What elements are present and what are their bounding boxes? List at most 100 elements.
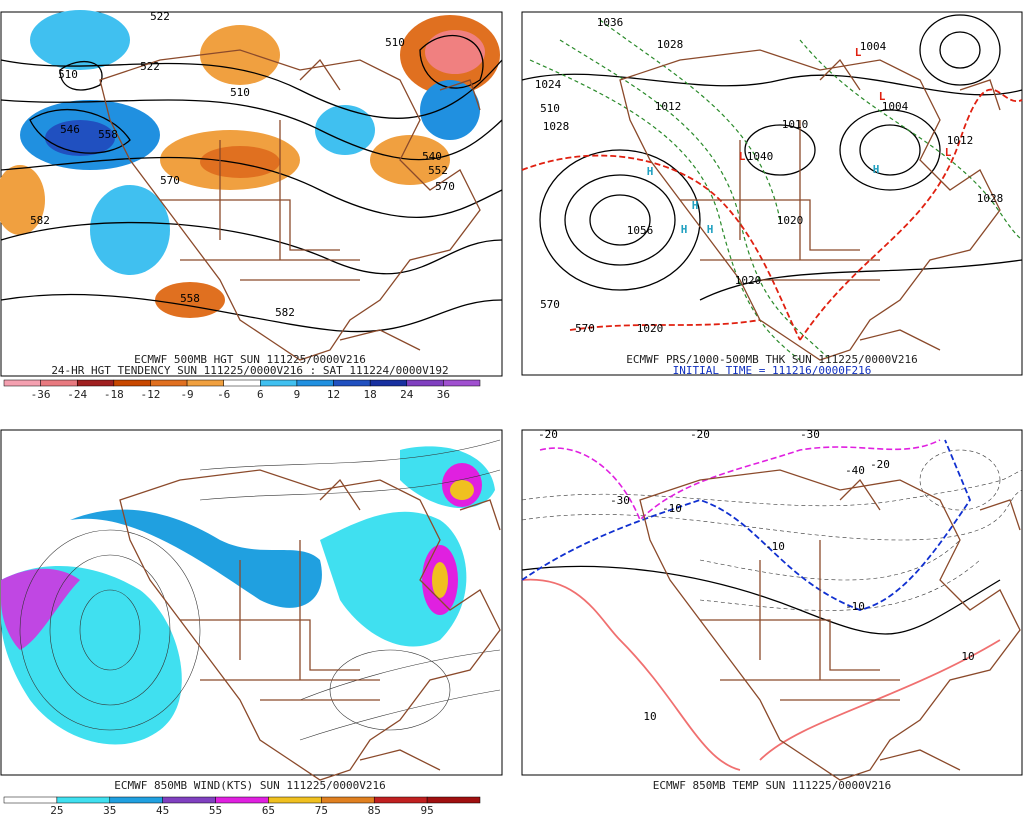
contour-label: 558 <box>98 128 118 141</box>
high-marker: H <box>873 163 880 176</box>
colorbar: 25 35 45 55 65 75 85 95 <box>3 796 481 817</box>
contour-label: 10 <box>643 710 656 723</box>
zero-line <box>521 565 1001 635</box>
colorbar-swatch <box>406 379 444 387</box>
colorbar-label: 9 <box>294 388 301 401</box>
shade <box>0 165 45 235</box>
shade <box>200 25 280 85</box>
contour-label: 510 <box>385 36 405 49</box>
colorbar-swatch <box>186 379 224 387</box>
contour-label: 570 <box>575 322 595 335</box>
colorbar-label: 55 <box>209 804 222 817</box>
shade <box>320 511 467 647</box>
contour-label: 582 <box>275 306 295 319</box>
shade <box>425 30 485 74</box>
colorbar-swatch <box>3 796 58 804</box>
high-marker: H <box>707 223 714 236</box>
colorbar-label: 6 <box>257 388 264 401</box>
shade <box>450 480 474 500</box>
high-marker: H <box>647 165 654 178</box>
contour-label: 510 <box>58 68 78 81</box>
colorbar-label: -18 <box>104 388 124 401</box>
colorbar-label: 95 <box>420 804 433 817</box>
contour-label: -20 <box>690 428 710 441</box>
contour-label: 546 <box>60 123 80 136</box>
contour-label: -20 <box>870 458 890 471</box>
colorbar-swatch <box>333 379 371 387</box>
panel-wind: ECMWF 850MB WIND(KTS) SUN 111225/0000V21… <box>0 429 503 817</box>
contour-label: 522 <box>140 60 160 73</box>
contour-label: -30 <box>800 428 820 441</box>
contour-label: 552 <box>428 164 448 177</box>
colorbar-label: -24 <box>67 388 87 401</box>
colorbar-swatch <box>76 379 115 387</box>
contour-label: 1040 <box>747 150 774 163</box>
shade <box>370 135 450 185</box>
contour-label: 540 <box>422 150 442 163</box>
colorbar-label: 35 <box>103 804 116 817</box>
contour-label: 1056 <box>627 224 654 237</box>
high-marker: H <box>692 199 699 212</box>
contour-label: 570 <box>540 298 560 311</box>
shade <box>432 562 448 598</box>
contours <box>0 34 503 333</box>
caption: ECMWF 850MB WIND(KTS) SUN 111225/0000V21… <box>114 779 386 792</box>
colorbar-label: -12 <box>141 388 161 401</box>
caption: ECMWF 850MB TEMP SUN 111225/0000V216 <box>653 779 891 792</box>
contour-label: 1020 <box>637 322 664 335</box>
contour-label: -10 <box>845 600 865 613</box>
panel-thickness: ECMWF PRS/1000-500MB THK SUN 111225/0000… <box>521 11 1023 377</box>
contour-label: 1020 <box>735 274 762 287</box>
contour-label: 558 <box>180 292 200 305</box>
colorbar-swatch <box>3 379 41 387</box>
shade <box>1 568 80 650</box>
frame <box>521 429 1023 776</box>
contour-label: 1020 <box>777 214 804 227</box>
contours <box>521 14 1023 301</box>
contour-label: 1028 <box>657 38 684 51</box>
contour-label: 510 <box>540 102 560 115</box>
frame <box>521 11 1023 376</box>
colorbar-swatch <box>109 796 163 804</box>
colorbar-swatch <box>40 379 78 387</box>
shade <box>30 10 130 70</box>
contour-label: 1028 <box>977 192 1004 205</box>
shade <box>45 120 115 156</box>
contour-label: 522 <box>150 10 170 23</box>
low-marker: L <box>879 90 886 103</box>
colorbar-swatch <box>321 796 375 804</box>
colorbar-label: 85 <box>368 804 381 817</box>
contour-label: -20 <box>538 428 558 441</box>
caption: ECMWF PRS/1000-500MB THK SUN 111225/0000… <box>626 353 917 366</box>
contour-label: 1028 <box>543 120 570 133</box>
colorbar-label: 24 <box>400 388 414 401</box>
shade <box>420 80 480 140</box>
colorbar-label: 65 <box>262 804 275 817</box>
colorbar-swatch <box>162 796 216 804</box>
colorbar-swatch <box>268 796 322 804</box>
shade <box>70 509 322 608</box>
contour-label: 1010 <box>782 118 809 131</box>
contour-label: 1036 <box>597 16 624 29</box>
contour-label: 510 <box>230 86 250 99</box>
shade <box>315 105 375 155</box>
contour-label: 1012 <box>947 134 974 147</box>
contour-label: 570 <box>435 180 455 193</box>
colorbar-swatch <box>56 796 111 804</box>
contour-label: 1004 <box>860 40 887 53</box>
colorbar-swatch <box>373 796 428 804</box>
colorbar-label: -6 <box>217 388 230 401</box>
contours <box>521 449 1023 611</box>
panel-500mb: ECMWF 500MB HGT SUN 111225/0000V216 24-H… <box>0 10 503 401</box>
colorbar-swatch <box>296 379 334 387</box>
high-marker: H <box>681 223 688 236</box>
contour-label: -40 <box>845 464 865 477</box>
colorbar: -36 -24 -18 -12 -9 -6 6 9 12 18 24 36 <box>3 379 481 401</box>
colorbar-label: 12 <box>327 388 340 401</box>
colorbar-swatch <box>369 379 408 387</box>
colorbar-label: 75 <box>315 804 328 817</box>
colorbar-label: 45 <box>156 804 169 817</box>
shade <box>90 185 170 275</box>
contour-label: 10 <box>961 650 974 663</box>
